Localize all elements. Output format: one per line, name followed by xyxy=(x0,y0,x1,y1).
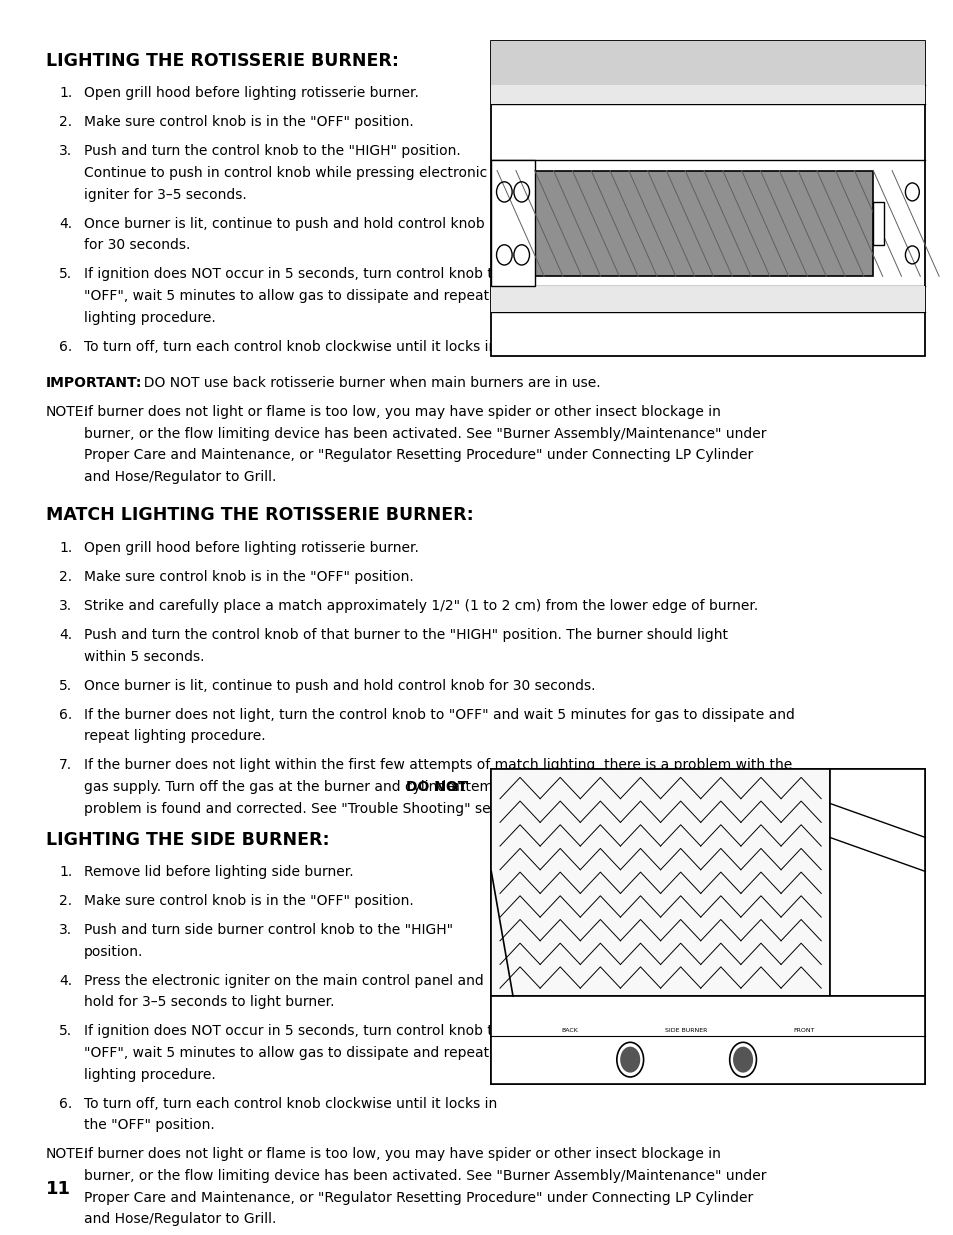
Bar xyxy=(491,287,924,311)
Text: FRONT: FRONT xyxy=(792,1029,814,1034)
Bar xyxy=(491,161,534,287)
Text: problem is found and corrected. See "Trouble Shooting" section of this manual.: problem is found and corrected. See "Tro… xyxy=(84,802,633,815)
Text: position.: position. xyxy=(84,945,143,958)
Circle shape xyxy=(619,1046,639,1073)
Text: Once burner is lit, continue to push and hold control knob: Once burner is lit, continue to push and… xyxy=(84,217,484,231)
Text: attempt to operate the grill until the: attempt to operate the grill until the xyxy=(447,781,704,794)
Text: LIGHTING THE SIDE BURNER:: LIGHTING THE SIDE BURNER: xyxy=(46,830,329,848)
Text: NOTE:: NOTE: xyxy=(46,405,89,419)
Text: 5.: 5. xyxy=(59,678,72,693)
Text: Open grill hood before lighting rotisserie burner.: Open grill hood before lighting rotisser… xyxy=(84,86,418,100)
Text: BACK: BACK xyxy=(560,1029,578,1034)
Text: 11: 11 xyxy=(46,1179,71,1198)
Text: 1.: 1. xyxy=(59,864,72,879)
Text: If ignition does NOT occur in 5 seconds, turn control knob to: If ignition does NOT occur in 5 seconds,… xyxy=(84,268,501,282)
Text: If burner does not light or flame is too low, you may have spider or other insec: If burner does not light or flame is too… xyxy=(84,405,720,419)
Text: To turn off, turn each control knob clockwise until it locks in the "OFF" positi: To turn off, turn each control knob cloc… xyxy=(84,340,632,353)
Text: for 30 seconds.: for 30 seconds. xyxy=(84,238,191,252)
Text: "OFF", wait 5 minutes to allow gas to dissipate and repeat: "OFF", wait 5 minutes to allow gas to di… xyxy=(84,289,489,303)
Text: 2.: 2. xyxy=(59,116,72,130)
Text: DO NOT use back rotisserie burner when main burners are in use.: DO NOT use back rotisserie burner when m… xyxy=(134,375,599,390)
Text: 4.: 4. xyxy=(59,627,72,642)
Text: 3.: 3. xyxy=(59,599,72,613)
Text: Press the electronic igniter on the main control panel and: Press the electronic igniter on the main… xyxy=(84,973,483,988)
Text: DO NOT: DO NOT xyxy=(406,781,467,794)
Text: 7.: 7. xyxy=(59,758,72,772)
Bar xyxy=(534,170,872,277)
Text: repeat lighting procedure.: repeat lighting procedure. xyxy=(84,729,265,743)
Text: 5.: 5. xyxy=(59,268,72,282)
Text: MATCH LIGHTING THE ROTISSERIE BURNER:: MATCH LIGHTING THE ROTISSERIE BURNER: xyxy=(46,506,473,525)
Text: 1.: 1. xyxy=(59,86,72,100)
Text: 1.: 1. xyxy=(59,541,72,555)
Text: 4.: 4. xyxy=(59,973,72,988)
Text: 4.: 4. xyxy=(59,217,72,231)
Text: Make sure control knob is in the "OFF" position.: Make sure control knob is in the "OFF" p… xyxy=(84,569,414,584)
Text: Proper Care and Maintenance, or "Regulator Resetting Procedure" under Connecting: Proper Care and Maintenance, or "Regulat… xyxy=(84,448,753,462)
Text: burner, or the flow limiting device has been activated. See "Burner Assembly/Mai: burner, or the flow limiting device has … xyxy=(84,426,765,441)
Text: 6.: 6. xyxy=(59,340,72,353)
Text: If ignition does NOT occur in 5 seconds, turn control knob to: If ignition does NOT occur in 5 seconds,… xyxy=(84,1024,501,1039)
Bar xyxy=(491,41,924,85)
Bar xyxy=(491,997,924,1084)
Circle shape xyxy=(732,1046,752,1073)
Text: the "OFF" position.: the "OFF" position. xyxy=(84,1119,214,1132)
Text: Proper Care and Maintenance, or "Regulator Resetting Procedure" under Connecting: Proper Care and Maintenance, or "Regulat… xyxy=(84,1191,753,1204)
Text: IMPORTANT:: IMPORTANT: xyxy=(46,375,142,390)
Text: If the burner does not light, turn the control knob to "OFF" and wait 5 minutes : If the burner does not light, turn the c… xyxy=(84,708,794,721)
Text: Remove lid before lighting side burner.: Remove lid before lighting side burner. xyxy=(84,864,354,879)
Text: and Hose/Regulator to Grill.: and Hose/Regulator to Grill. xyxy=(84,1212,276,1226)
Text: Once burner is lit, continue to push and hold control knob for 30 seconds.: Once burner is lit, continue to push and… xyxy=(84,678,595,693)
Text: SIDE BURNER: SIDE BURNER xyxy=(665,1029,707,1034)
Text: To turn off, turn each control knob clockwise until it locks in: To turn off, turn each control knob cloc… xyxy=(84,1097,497,1110)
Text: within 5 seconds.: within 5 seconds. xyxy=(84,650,204,663)
Text: Make sure control knob is in the "OFF" position.: Make sure control knob is in the "OFF" p… xyxy=(84,894,414,908)
Text: Make sure control knob is in the "OFF" position.: Make sure control knob is in the "OFF" p… xyxy=(84,116,414,130)
Text: Open grill hood before lighting rotisserie burner.: Open grill hood before lighting rotisser… xyxy=(84,541,418,555)
Text: Push and turn the control knob to the "HIGH" position.: Push and turn the control knob to the "H… xyxy=(84,144,460,158)
Text: Strike and carefully place a match approximately 1/2" (1 to 2 cm) from the lower: Strike and carefully place a match appro… xyxy=(84,599,758,613)
Text: Push and turn side burner control knob to the "HIGH": Push and turn side burner control knob t… xyxy=(84,923,453,937)
Text: "OFF", wait 5 minutes to allow gas to dissipate and repeat: "OFF", wait 5 minutes to allow gas to di… xyxy=(84,1046,489,1060)
Text: 6.: 6. xyxy=(59,708,72,721)
Bar xyxy=(491,769,924,1084)
Text: 5.: 5. xyxy=(59,1024,72,1039)
Text: lighting procedure.: lighting procedure. xyxy=(84,1067,215,1082)
Text: 3.: 3. xyxy=(59,144,72,158)
Bar xyxy=(872,203,883,245)
Text: Push and turn the control knob of that burner to the "HIGH" position. The burner: Push and turn the control knob of that b… xyxy=(84,627,727,642)
Text: 3.: 3. xyxy=(59,923,72,937)
Bar xyxy=(491,41,924,356)
Text: hold for 3–5 seconds to light burner.: hold for 3–5 seconds to light burner. xyxy=(84,995,335,1009)
Text: 6.: 6. xyxy=(59,1097,72,1110)
Bar xyxy=(829,769,924,997)
Text: burner, or the flow limiting device has been activated. See "Burner Assembly/Mai: burner, or the flow limiting device has … xyxy=(84,1168,765,1183)
Text: NOTE:: NOTE: xyxy=(46,1147,89,1161)
Text: If the burner does not light within the first few attempts of match lighting, th: If the burner does not light within the … xyxy=(84,758,791,772)
Text: lighting procedure.: lighting procedure. xyxy=(84,311,215,325)
Text: igniter for 3–5 seconds.: igniter for 3–5 seconds. xyxy=(84,188,247,201)
Text: If burner does not light or flame is too low, you may have spider or other insec: If burner does not light or flame is too… xyxy=(84,1147,720,1161)
Text: LIGHTING THE ROTISSERIE BURNER:: LIGHTING THE ROTISSERIE BURNER: xyxy=(46,52,398,70)
Bar xyxy=(491,769,829,997)
Text: Continue to push in control knob while pressing electronic: Continue to push in control knob while p… xyxy=(84,165,487,180)
Text: 2.: 2. xyxy=(59,894,72,908)
Bar xyxy=(491,85,924,104)
Text: 2.: 2. xyxy=(59,569,72,584)
Text: gas supply. Turn off the gas at the burner and cylinder.: gas supply. Turn off the gas at the burn… xyxy=(84,781,468,794)
Text: and Hose/Regulator to Grill.: and Hose/Regulator to Grill. xyxy=(84,469,276,484)
